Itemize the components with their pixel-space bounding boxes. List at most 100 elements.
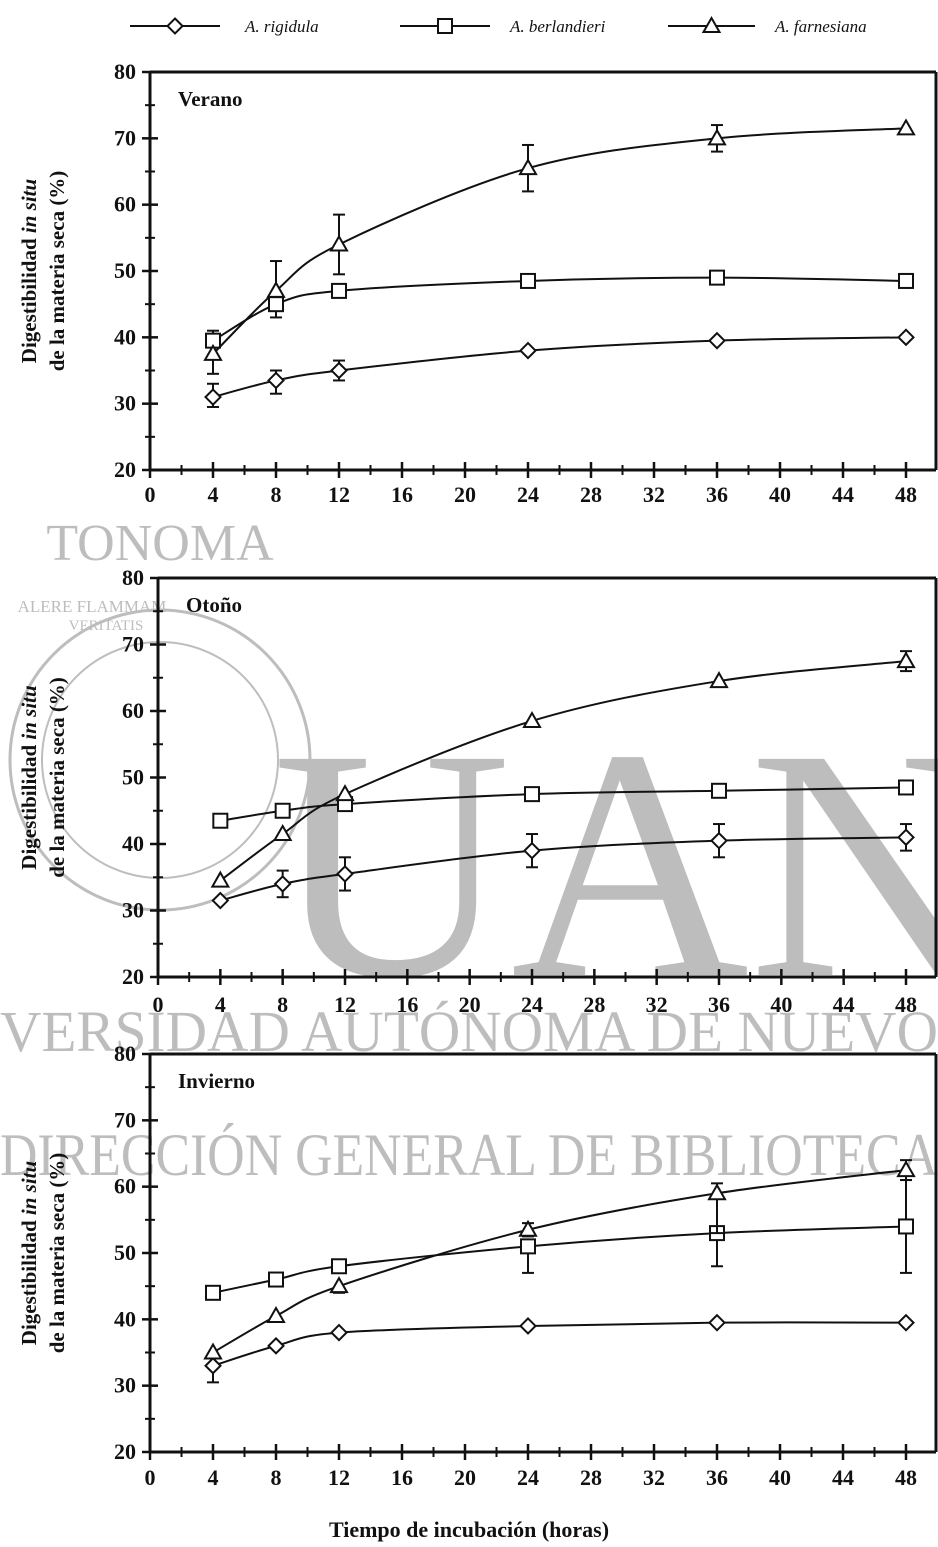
series-a--rigidula <box>211 823 915 910</box>
x-tick-label: 20 <box>459 992 481 1017</box>
legend-label: A. rigidula <box>244 17 319 36</box>
series-a--farnesiana <box>203 118 916 375</box>
series-line <box>212 1225 907 1294</box>
x-tick-label: 4 <box>208 1465 219 1490</box>
x-tick-label: 0 <box>145 1465 156 1490</box>
y-tick-label: 60 <box>122 698 144 723</box>
y-tick-label: 80 <box>114 1041 136 1066</box>
series-line <box>212 276 907 342</box>
data-point <box>708 1313 726 1332</box>
y-axis-title-line-1: Digestibilidad in situ <box>17 1161 41 1345</box>
x-tick-label: 24 <box>521 992 543 1017</box>
x-tick-label: 40 <box>769 1465 791 1490</box>
data-point <box>331 282 347 299</box>
x-tick-label: 28 <box>583 992 605 1017</box>
legend-label: A. berlandieri <box>509 17 606 36</box>
x-tick-label: 16 <box>391 1465 413 1490</box>
y-tick-label: 40 <box>114 324 136 349</box>
data-point <box>210 870 231 888</box>
data-point <box>707 128 727 146</box>
x-tick-label: 40 <box>769 482 791 507</box>
x-tick-label: 0 <box>153 992 164 1017</box>
series-line <box>212 1321 907 1367</box>
data-point <box>898 272 914 289</box>
x-tick-label: 32 <box>646 992 668 1017</box>
y-tick-label: 60 <box>114 192 136 217</box>
y-axis-title-line-2: de la materia seca (%) <box>45 171 69 372</box>
data-point <box>709 269 725 286</box>
data-point <box>211 891 230 910</box>
data-point <box>203 1342 223 1360</box>
legend: A. rigidula A. berlandieri A. farnesiana <box>130 15 867 36</box>
data-point <box>710 831 728 850</box>
y-tick-label: 70 <box>114 125 136 150</box>
data-point <box>897 828 915 847</box>
data-point <box>266 280 286 298</box>
legend-entry: A. berlandieri <box>400 17 606 36</box>
y-tick-label: 50 <box>114 258 136 283</box>
data-point <box>212 812 229 829</box>
legend-marker-triangle <box>701 15 722 33</box>
data-point <box>329 234 349 252</box>
series-a--rigidula <box>204 328 915 408</box>
x-tick-label: 32 <box>643 482 665 507</box>
y-tick-label: 40 <box>114 1306 136 1331</box>
data-point <box>898 1218 914 1235</box>
x-tick-label: 48 <box>895 992 917 1017</box>
data-point <box>520 1238 536 1255</box>
data-point <box>896 651 916 669</box>
x-tick-label: 24 <box>517 482 539 507</box>
x-tick-label: 28 <box>580 482 602 507</box>
x-tick-label: 40 <box>770 992 792 1017</box>
series-a--rigidula <box>204 1313 915 1384</box>
series-a--farnesiana <box>203 1159 916 1360</box>
watermark-line-2: DIRECCIÓN GENERAL DE BIBLIOTECA <box>0 1122 938 1188</box>
data-point <box>267 1336 285 1355</box>
x-tick-label: 8 <box>271 482 282 507</box>
data-point <box>329 1276 349 1294</box>
y-tick-label: 80 <box>122 565 144 590</box>
data-point <box>711 782 727 799</box>
data-point <box>522 710 542 728</box>
y-axis-title-line-2: de la materia seca (%) <box>45 677 69 878</box>
data-point <box>336 865 354 883</box>
y-tick-label: 30 <box>122 898 144 923</box>
x-tick-label: 48 <box>895 482 917 507</box>
y-axis-title-line-1: Digestibilidad in situ <box>17 179 41 363</box>
data-point <box>518 158 538 176</box>
series-line <box>212 127 907 355</box>
y-tick-label: 50 <box>114 1240 136 1265</box>
data-point <box>267 371 285 390</box>
y-tick-label: 20 <box>122 964 144 989</box>
data-point <box>896 1160 916 1178</box>
data-point <box>709 671 729 689</box>
x-tick-label: 20 <box>454 482 476 507</box>
seal-motto-1: ALERE FLAMMAM <box>18 597 167 616</box>
legend-entry: A. rigidula <box>130 17 319 36</box>
y-tick-label: 70 <box>122 632 144 657</box>
series-line <box>212 336 907 399</box>
x-tick-label: 36 <box>706 1465 728 1490</box>
x-tick-label: 32 <box>643 1465 665 1490</box>
y-tick-label: 70 <box>114 1107 136 1132</box>
x-tick-label: 44 <box>832 482 854 507</box>
data-point <box>707 1183 727 1201</box>
x-tick-label: 44 <box>833 992 855 1017</box>
x-tick-label: 12 <box>328 482 350 507</box>
data-point <box>897 328 915 347</box>
seal-top-text: TONOMA <box>46 515 274 572</box>
legend-marker-diamond <box>166 17 184 35</box>
x-tick-label: 4 <box>215 992 226 1017</box>
series-a--berlandieri <box>205 269 914 349</box>
y-axis-title-italic: in situ <box>17 1161 41 1215</box>
y-tick-label: 20 <box>114 457 136 482</box>
data-point <box>203 343 223 361</box>
x-axis-title: Tiempo de incubación (horas) <box>329 1517 609 1542</box>
legend-marker-square <box>437 18 453 34</box>
data-point <box>268 1271 284 1288</box>
data-point <box>205 1284 221 1301</box>
